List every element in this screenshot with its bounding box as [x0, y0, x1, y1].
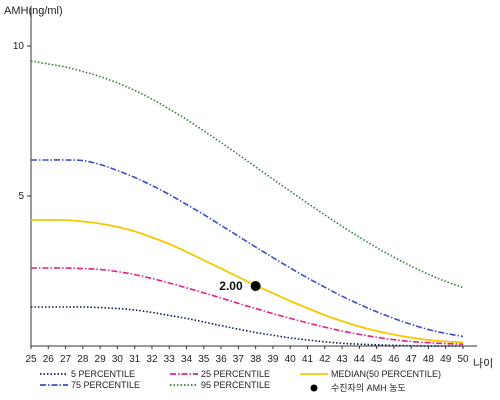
- x-tick-label: 30: [112, 354, 124, 365]
- y-tick-label: 10: [13, 41, 25, 52]
- legend-label-4: 95 PERCENTILE: [201, 380, 270, 390]
- x-tick-label: 34: [181, 354, 193, 365]
- series-line-1: [31, 267, 464, 345]
- x-axis-title: 나이: [473, 357, 493, 370]
- x-tick-label: 31: [129, 354, 141, 365]
- x-tick-label: 36: [216, 354, 228, 365]
- x-tick-label: 29: [95, 354, 107, 365]
- x-tick-label: 42: [319, 354, 331, 365]
- x-tick-label: 26: [43, 354, 55, 365]
- x-tick-label: 39: [267, 354, 279, 365]
- x-tick-label: 43: [336, 354, 348, 365]
- legend: 5 PERCENTILE 25 PERCENTILE MEDIAN(50 PERCE…: [40, 369, 441, 393]
- x-tick-label: 41: [302, 354, 314, 365]
- x-tick-label: 33: [164, 354, 176, 365]
- x-tick-label: 28: [77, 354, 89, 365]
- series-line-2: [31, 218, 464, 344]
- x-tick-label: 46: [388, 354, 400, 365]
- legend-label-0: 5 PERCENTILE: [71, 369, 135, 379]
- x-tick-label: 44: [354, 354, 366, 365]
- y-axis-title: AMH(ng/ml): [4, 5, 63, 17]
- legend-label-2: MEDIAN(50 PERCENTILE): [331, 369, 441, 379]
- x-tick-label: 25: [25, 354, 37, 365]
- axes: AMH(ng/ml) 나이 5 10 25 26 27 28 29 30 31 32 33 34 35 36 3…: [4, 5, 493, 370]
- x-tick-label: 47: [406, 354, 418, 365]
- x-tick-label: 38: [250, 354, 262, 365]
- legend-marker-dot: [310, 384, 318, 392]
- marker-point: [250, 281, 261, 291]
- series-line-4: [30, 60, 464, 289]
- x-tick-label: 48: [423, 354, 435, 365]
- x-tick-label: 32: [146, 354, 158, 365]
- legend-label-1: 25 PERCENTILE: [201, 369, 270, 379]
- marker-label: 2.00: [219, 279, 243, 293]
- x-tick-label: 49: [440, 354, 452, 365]
- marker-layer: 2.00: [219, 279, 261, 293]
- series-layer: [30, 60, 464, 347]
- x-tick-label: 40: [285, 354, 297, 365]
- x-tick-label: 35: [198, 354, 210, 365]
- series-line-0: [30, 306, 463, 347]
- series-line-3: [30, 159, 464, 338]
- y-tick-label: 5: [18, 191, 24, 202]
- legend-marker-label: 수진자의 AMH 농도: [331, 383, 406, 393]
- x-tick-label: 37: [233, 354, 245, 365]
- x-tick-label: 27: [60, 354, 72, 365]
- x-tick-label: 45: [371, 354, 383, 365]
- x-tick-label: 50: [457, 354, 469, 365]
- legend-label-3: 75 PERCENTILE: [71, 380, 140, 390]
